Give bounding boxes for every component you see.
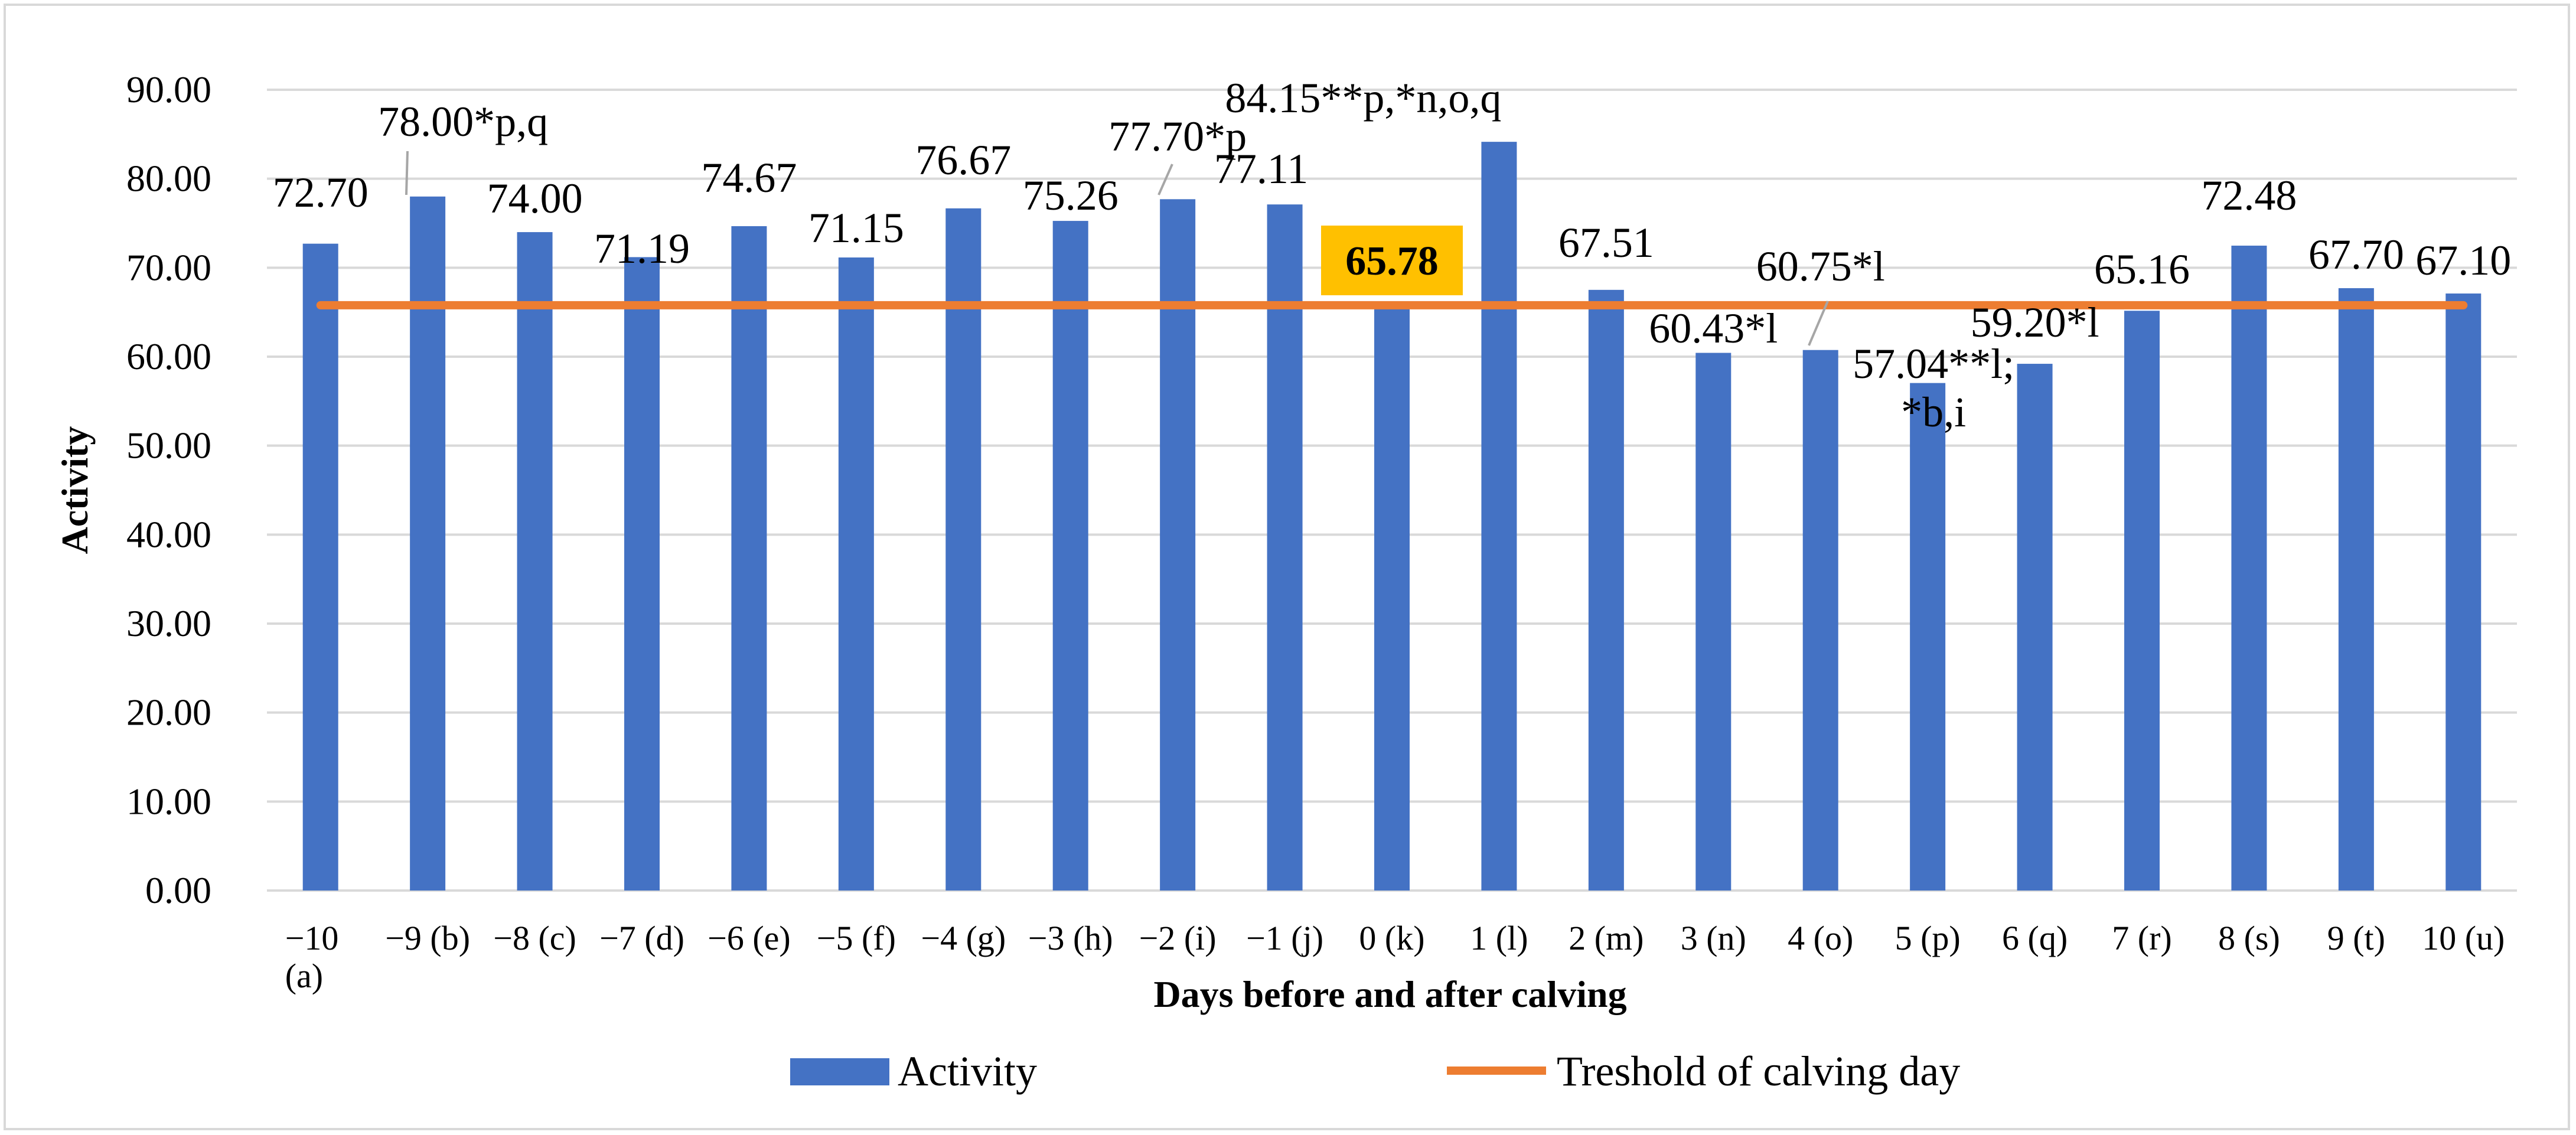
x-tick-label: (a): [285, 957, 323, 995]
bar-data-label-17: 65.16: [2094, 246, 2190, 293]
y-tick-label: 20.00: [126, 692, 211, 733]
bar-data-label-16: 59.20*l: [1971, 299, 2099, 346]
x-tick-label: 8 (s): [2218, 919, 2280, 957]
bar-data-label-5: 71.15: [808, 204, 904, 252]
bar-3: [624, 257, 660, 891]
bar-data-label-19: 67.70: [2308, 231, 2404, 278]
y-tick-label: 50.00: [126, 425, 211, 467]
y-tick-label: 80.00: [126, 158, 211, 200]
x-tick-label: 5 (p): [1895, 919, 1961, 957]
x-tick-label: −4 (g): [921, 919, 1006, 957]
x-tick-label: 2 (m): [1569, 919, 1644, 957]
x-tick-label: −3 (h): [1028, 919, 1113, 957]
bar-20: [2445, 293, 2482, 891]
legend-label-threshold: Treshold of calving day: [1557, 1048, 1960, 1095]
bar-data-label-14: 60.75*l: [1756, 243, 1885, 290]
leader-line-1: [405, 151, 409, 195]
leader-line-14: [1808, 301, 1829, 346]
bar-2: [517, 232, 553, 891]
x-tick-label: −8 (c): [493, 919, 576, 957]
x-tick-label: −7 (d): [599, 919, 684, 957]
bar-7: [1052, 221, 1088, 891]
bar-19: [2338, 288, 2374, 891]
x-tick-label: 0 (k): [1359, 919, 1424, 957]
x-tick-label: 6 (q): [2002, 919, 2068, 957]
x-tick-label: 3 (n): [1681, 919, 1746, 957]
leader-line-8: [1157, 164, 1173, 195]
bar-data-label-6: 76.67: [915, 136, 1011, 184]
bar-9: [1267, 204, 1303, 891]
bar-15: [1910, 383, 1946, 891]
y-tick-label: 70.00: [126, 246, 211, 288]
bar-data-label-15: *b,i: [1901, 389, 1966, 436]
y-tick-label: 90.00: [126, 69, 211, 110]
x-tick-label: −10: [285, 919, 339, 957]
x-tick-label: −1 (j): [1246, 919, 1323, 957]
x-tick-label: 1 (l): [1470, 919, 1528, 957]
x-tick-label: 9 (t): [2327, 919, 2385, 957]
x-tick-label: −5 (f): [817, 919, 896, 957]
bar-11: [1481, 142, 1517, 891]
bar-13: [1695, 353, 1732, 891]
x-tick-label: −6 (e): [707, 919, 791, 957]
y-tick-label: 40.00: [126, 513, 211, 555]
bar-5: [838, 257, 874, 891]
bar-10: [1374, 305, 1410, 891]
bar-data-label-12: 67.51: [1558, 219, 1654, 266]
bar-18: [2231, 245, 2267, 891]
bar-data-label-18: 72.48: [2201, 172, 2297, 219]
bar-16: [2017, 364, 2053, 891]
bar-data-label-3: 71.19: [594, 225, 690, 272]
bar-8: [1160, 199, 1196, 891]
threshold-value-label: 65.78: [1345, 239, 1439, 284]
threshold-highlight-box-0: [1321, 226, 1463, 295]
bar-data-label-4: 74.67: [701, 154, 797, 201]
y-tick-label: 10.00: [126, 780, 211, 822]
bar-data-label-2: 74.00: [487, 175, 583, 222]
bar-data-label-20: 67.10: [2415, 237, 2511, 284]
bar-data-label-7: 75.26: [1023, 172, 1119, 219]
bar-14: [1802, 350, 1838, 891]
bar-6: [945, 208, 982, 891]
bar-data-label-0: 72.70: [273, 169, 369, 216]
x-tick-label: 10 (u): [2422, 919, 2505, 957]
x-tick-label: 4 (o): [1788, 919, 1853, 957]
y-tick-label: 30.00: [126, 602, 211, 644]
bar-data-label-13: 60.43*l: [1649, 305, 1778, 352]
legend-label-activity: Activity: [898, 1048, 1037, 1095]
bar-12: [1588, 289, 1624, 891]
bar-data-label-8: 77.70*p: [1108, 113, 1247, 160]
x-tick-label: 7 (r): [2112, 919, 2171, 957]
bar-1: [410, 196, 446, 891]
bar-17: [2124, 311, 2160, 891]
y-tick-label: 60.00: [126, 335, 211, 377]
bar-4: [731, 226, 767, 891]
bar-0: [302, 243, 338, 891]
y-tick-label: 0.00: [145, 869, 211, 911]
x-tick-label: −2 (i): [1139, 919, 1217, 957]
x-tick-label: −9 (b): [385, 919, 470, 957]
bar-data-label-15: 57.04**l;: [1853, 340, 2014, 387]
legend-swatch-activity: [790, 1058, 889, 1085]
bar-data-label-9: 77.11: [1214, 145, 1308, 193]
bar-data-label-11: 84.15**p,*n,o,q: [1225, 74, 1501, 122]
x-axis-title: Days before and after calving: [1153, 973, 1626, 1015]
bar-data-label-1: 78.00*p,q: [378, 98, 548, 145]
y-axis-title: Activity: [54, 426, 96, 555]
